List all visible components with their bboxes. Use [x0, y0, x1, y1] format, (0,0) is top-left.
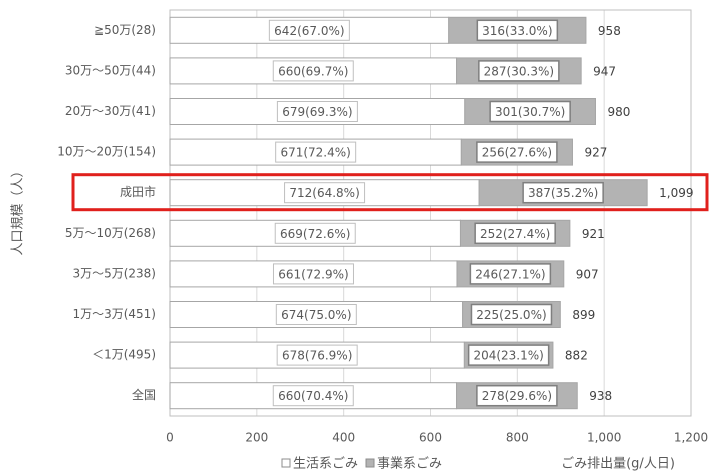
- value-label: 660(69.7%): [278, 64, 348, 78]
- x-tick-label: 200: [245, 431, 268, 445]
- label-box: [478, 60, 560, 82]
- total-label: 947: [593, 64, 616, 78]
- plot-border: [169, 9, 692, 417]
- label-box: [522, 181, 604, 204]
- label-box: [275, 141, 357, 163]
- total-label: 1,099: [659, 186, 693, 200]
- label-box: [272, 385, 354, 407]
- y-tick-label: 30万～50万(44): [65, 63, 156, 77]
- value-label: 679(69.3%): [282, 105, 352, 119]
- y-tick-label: 1万～3万(451): [72, 307, 156, 321]
- total-label: 980: [607, 105, 630, 119]
- label-box: [276, 344, 358, 366]
- y-tick-label: 3万～5万(238): [72, 266, 156, 280]
- legend-swatch: [365, 458, 375, 468]
- y-tick-label: 20万～30万(41): [65, 104, 156, 118]
- label-box: [476, 384, 558, 407]
- legend-label: 事業系ごみ: [377, 456, 442, 472]
- label-box: [476, 141, 558, 163]
- y-tick-label: 成田市: [120, 184, 156, 199]
- x-axis-label: ごみ排出量(g/人日): [561, 456, 675, 472]
- total-label: 927: [584, 146, 607, 160]
- value-label: 671(72.4%): [280, 146, 350, 160]
- value-label: 669(72.6%): [280, 227, 350, 241]
- label-box: [268, 19, 350, 41]
- total-label: 899: [572, 308, 595, 322]
- y-tick-label: 全国: [132, 387, 156, 402]
- label-box: [476, 19, 559, 42]
- label-box: [469, 263, 552, 285]
- x-tick-label: 1,000: [587, 431, 621, 445]
- value-label: 316(33.0%): [482, 24, 552, 38]
- total-label: 938: [589, 389, 612, 403]
- value-label: 246(27.1%): [475, 267, 545, 281]
- label-box: [272, 263, 354, 285]
- label-box: [489, 100, 571, 123]
- total-label: 921: [582, 227, 605, 241]
- value-label: 387(35.2%): [528, 186, 598, 200]
- value-label: 660(70.4%): [278, 389, 348, 403]
- value-label: 256(27.6%): [482, 146, 552, 160]
- value-label: 642(67.0%): [274, 24, 344, 38]
- value-label: 252(27.4%): [480, 227, 550, 241]
- value-label: 712(64.8%): [289, 186, 359, 200]
- value-label: 678(76.9%): [282, 349, 352, 363]
- label-box: [275, 304, 357, 325]
- label-box: [272, 60, 354, 82]
- x-tick-label: 1,200: [674, 431, 708, 445]
- label-box: [276, 101, 358, 122]
- value-label: 301(30.7%): [495, 105, 565, 119]
- value-label: 225(25.0%): [476, 308, 546, 322]
- legend-swatch: [281, 458, 291, 468]
- value-label: 661(72.9%): [278, 267, 348, 281]
- total-label: 907: [576, 267, 599, 281]
- label-box: [470, 303, 553, 326]
- y-tick-label: ≧50万(28): [94, 23, 156, 37]
- label-box: [284, 182, 366, 204]
- label-box: [274, 222, 356, 244]
- value-label: 674(75.0%): [281, 308, 351, 322]
- x-tick-label: 800: [506, 431, 529, 445]
- label-box: [474, 222, 556, 245]
- total-label: 958: [598, 24, 621, 38]
- label-box: [467, 344, 550, 366]
- x-tick-label: 0: [166, 431, 174, 445]
- y-tick-label: 5万～10万(268): [65, 226, 156, 240]
- x-tick-label: 600: [419, 431, 442, 445]
- y-axis-label: 人口規模（人）: [11, 164, 26, 255]
- value-label: 278(29.6%): [482, 389, 552, 403]
- highlight-frame: [71, 173, 709, 212]
- y-tick-label: ＜1万(495): [92, 348, 156, 362]
- legend-label: 生活系ごみ: [293, 456, 358, 472]
- y-tick-label: 10万～20万(154): [57, 145, 156, 159]
- x-tick-label: 400: [332, 431, 355, 445]
- value-label: 287(30.3%): [484, 64, 554, 78]
- total-label: 882: [565, 349, 588, 363]
- value-label: 204(23.1%): [473, 349, 543, 363]
